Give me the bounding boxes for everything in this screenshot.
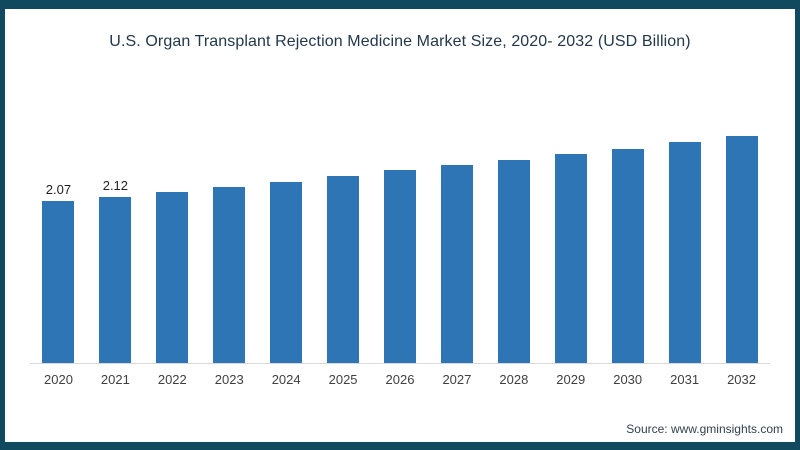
x-axis-label-2029: 2029 [556, 372, 586, 387]
bar-slot-2020: 2.07 [30, 108, 87, 363]
bar-2026 [383, 170, 416, 363]
x-axis-label-2030: 2030 [613, 372, 643, 387]
bar-value-label-2021: 2.12 [102, 178, 129, 193]
bar-2027 [440, 165, 473, 363]
bar-slot-2027 [428, 108, 485, 363]
bar-slot-2030 [599, 108, 656, 363]
bar-2024 [270, 182, 303, 363]
x-axis-label-2021: 2021 [100, 372, 130, 387]
bar-slot-2025 [315, 108, 372, 363]
bar-2029 [554, 154, 587, 363]
bar-slot-2022 [144, 108, 201, 363]
x-axis-label-2022: 2022 [157, 372, 187, 387]
x-axis-labels: 2020 2021 2022 2023 2024 2025 2026 2027 2028 2029… [30, 372, 770, 387]
bar-2025 [327, 176, 360, 363]
x-axis-label-2027: 2027 [442, 372, 472, 387]
x-axis-label-2031: 2031 [670, 372, 700, 387]
bar-2020 [42, 201, 75, 363]
bar-2030 [611, 149, 644, 363]
x-axis-line [30, 363, 770, 364]
x-axis-label-2026: 2026 [385, 372, 415, 387]
x-axis-label-2032: 2032 [727, 372, 756, 387]
x-axis-label-2025: 2025 [328, 372, 358, 387]
bar-2028 [497, 160, 530, 363]
bar-2021 [99, 197, 132, 363]
bar-slot-2029 [542, 108, 599, 363]
bar-2023 [213, 187, 246, 363]
chart-title: U.S. Organ Transplant Rejection Medicine… [109, 33, 691, 50]
bar-slot-2024 [258, 108, 315, 363]
x-axis-label-2020: 2020 [44, 372, 73, 387]
bar-2022 [156, 192, 189, 363]
source-attribution: Source: www.gminsights.com [626, 422, 783, 436]
bar-slot-2032 [713, 108, 770, 363]
x-axis-label-2023: 2023 [214, 372, 244, 387]
plot-area: 2.07 2.12 2020 2021 2022 2023 2024 2025 2026 202… [30, 108, 770, 387]
bar-slot-2031 [656, 108, 713, 363]
bars-row: 2.07 2.12 [30, 108, 770, 363]
bar-slot-2023 [201, 108, 258, 363]
x-axis-label-2028: 2028 [499, 372, 529, 387]
bar-slot-2028 [485, 108, 542, 363]
bar-slot-2021: 2.12 [87, 108, 144, 363]
bar-value-label-2020: 2.07 [45, 182, 72, 197]
bar-2032 [725, 136, 758, 363]
x-axis-label-2024: 2024 [271, 372, 301, 387]
bar-2031 [668, 142, 701, 363]
bar-slot-2026 [372, 108, 429, 363]
